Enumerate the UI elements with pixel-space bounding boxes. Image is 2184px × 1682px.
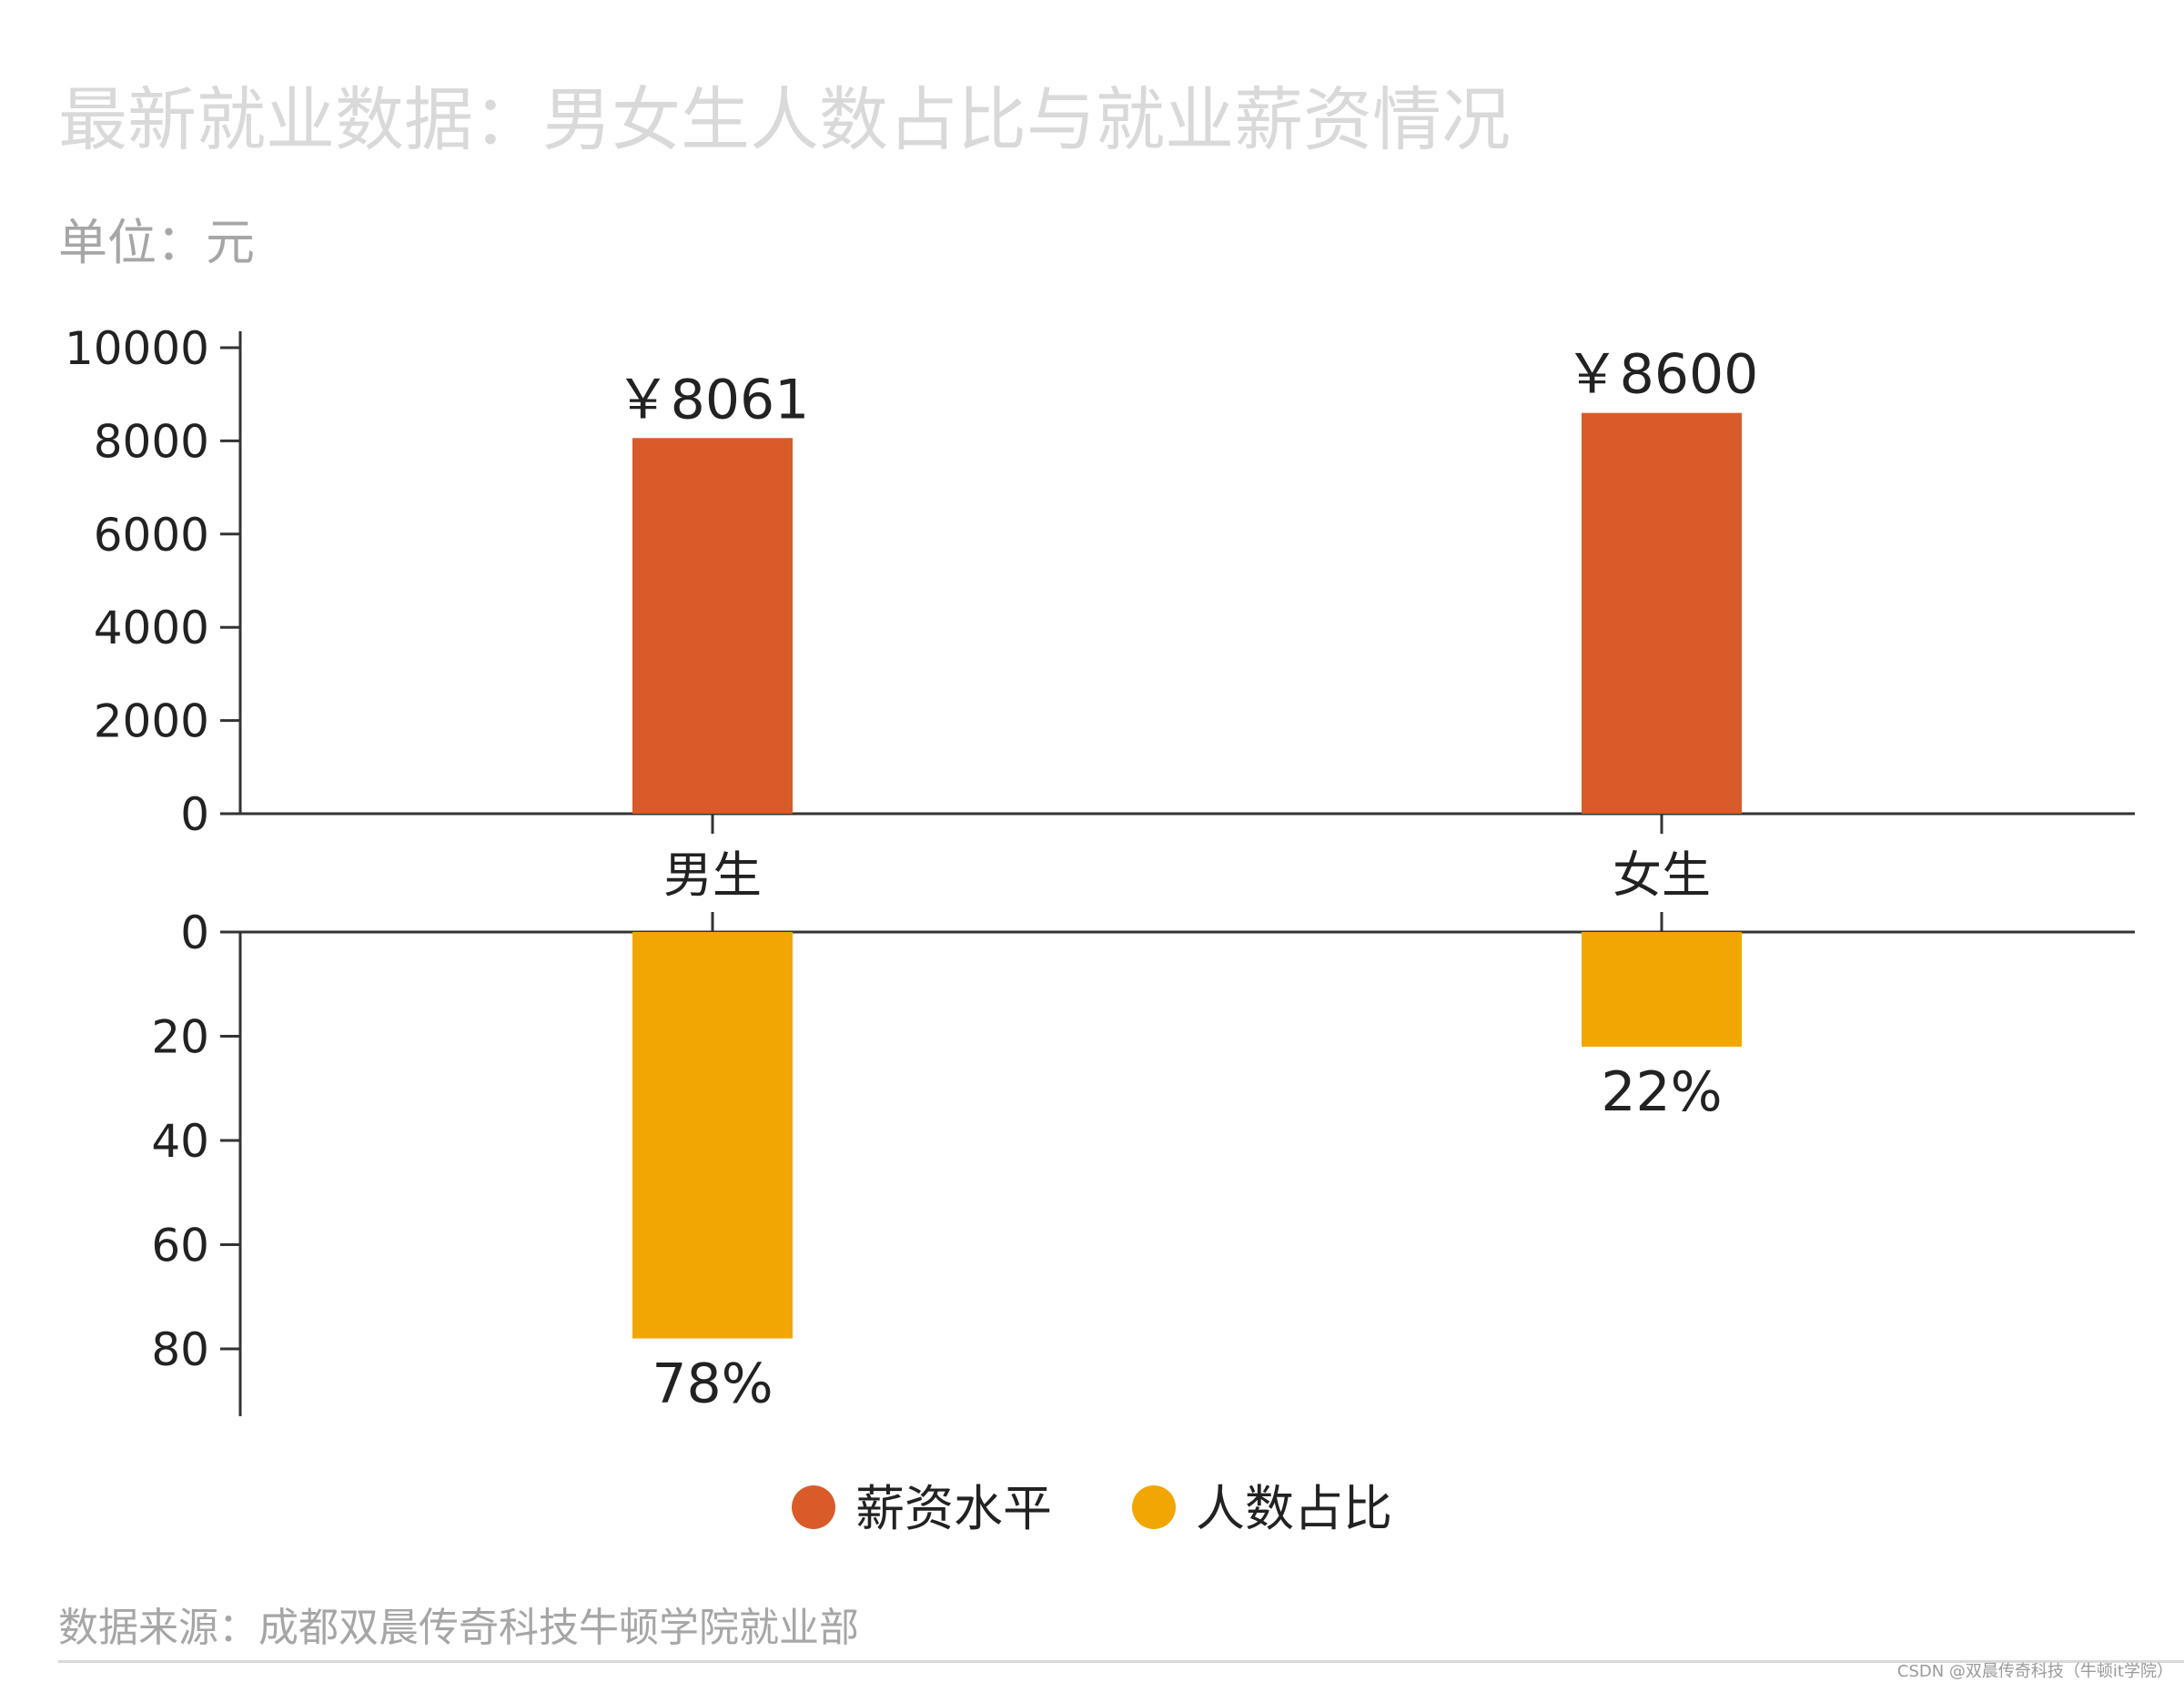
category-label: 女生 [1613, 846, 1711, 904]
source-divider [58, 1660, 2184, 1663]
legend-label-salary: 薪资水平 [855, 1480, 1052, 1537]
share-data-label: 78% [652, 1353, 773, 1416]
legend-swatch-salary [792, 1485, 835, 1529]
share-y-tick-label: 20 [151, 1011, 209, 1064]
salary-bar [1582, 412, 1742, 814]
salary-data-label: ￥8600 [1565, 343, 1759, 407]
share-bar [1582, 932, 1742, 1047]
salary-y-tick-label: 0 [180, 788, 209, 841]
salary-bar [632, 438, 793, 814]
legend-label-share: 人数占比 [1196, 1480, 1392, 1537]
salary-y-tick-label: 2000 [94, 695, 209, 748]
share-y-tick-label: 0 [180, 907, 209, 959]
share-data-label: 22% [1601, 1060, 1722, 1124]
salary-y-tick-label: 10000 [65, 322, 209, 375]
watermark: CSDN @双晨传奇科技（牛顿it学院） [1896, 1662, 2173, 1681]
category-label: 男生 [663, 846, 762, 904]
share-y-tick-label: 40 [151, 1115, 209, 1168]
share-y-tick-label: 80 [151, 1323, 209, 1376]
salary-y-tick-label: 4000 [94, 602, 209, 654]
salary-y-tick-label: 8000 [94, 415, 209, 468]
source-note: 数据来源：成都双晨传奇科技牛顿学院就业部 [58, 1605, 859, 1651]
share-bar [632, 932, 793, 1339]
salary-data-label: ￥8061 [616, 368, 810, 431]
chart-area: 0 2000 4000 6000 8000 10000 0 20 40 60 80 男生 女生 ￥8061… [65, 322, 2135, 1537]
share-y-tick-label: 60 [151, 1220, 209, 1272]
legend-swatch-share [1132, 1485, 1176, 1529]
unit-label: 单位：元 [58, 214, 255, 271]
chart-title: 最新就业数据：男女生人数占比与就业薪资情况 [58, 79, 1511, 160]
salary-y-tick-label: 6000 [94, 509, 209, 562]
